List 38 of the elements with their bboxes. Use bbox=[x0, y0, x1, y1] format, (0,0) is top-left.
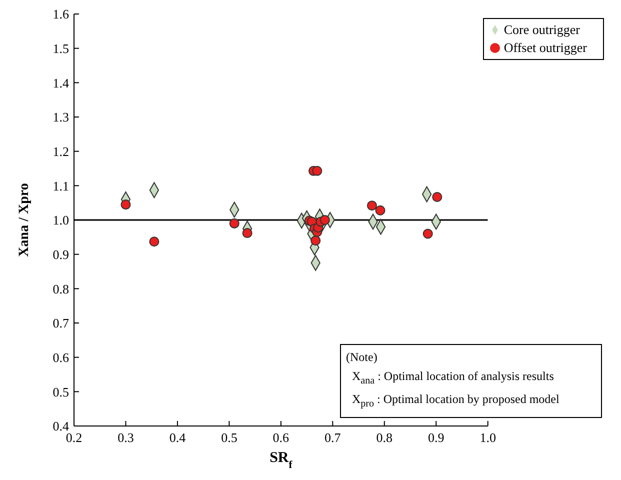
x-tick-label: 0.9 bbox=[428, 430, 444, 446]
point bbox=[366, 200, 377, 211]
x-tick-label: 1.0 bbox=[480, 430, 496, 446]
y-tick-label: 0.5 bbox=[52, 384, 69, 400]
y-tick-label: 1.0 bbox=[52, 212, 69, 228]
y-tick-label: 1.5 bbox=[52, 40, 69, 56]
point bbox=[432, 192, 442, 202]
y-tick-label: 1.2 bbox=[52, 144, 69, 159]
x-tick-label: 0.6 bbox=[272, 430, 290, 446]
y-tick-label: 1.3 bbox=[52, 110, 69, 125]
y-tick-label: 0.7 bbox=[52, 316, 70, 331]
y-tick-label: 0.8 bbox=[52, 281, 69, 296]
y-tick-label: 1.4 bbox=[52, 75, 70, 90]
annotation: X$_{ana}$ : Optimal location of analysis results bbox=[351, 368, 555, 388]
x-tick-label: 0.4 bbox=[169, 430, 186, 446]
x-tick-label: 0.5 bbox=[221, 430, 238, 446]
point bbox=[422, 228, 433, 239]
y-tick-label: 1.6 bbox=[52, 6, 70, 22]
point bbox=[242, 228, 252, 238]
x-tick-label: 0.3 bbox=[118, 430, 134, 446]
x-tick-label: 0.7 bbox=[324, 430, 342, 446]
point bbox=[375, 205, 386, 216]
annotation: (Note) bbox=[346, 349, 378, 366]
point bbox=[320, 214, 330, 226]
annotation: X$_{pro}$ : Optimal location by proposed model bbox=[351, 391, 560, 412]
y-axis-title: Xana / Xpro bbox=[17, 183, 32, 257]
legend-label: Offset outrigger bbox=[504, 40, 587, 55]
legend-label: Core outrigger bbox=[504, 22, 580, 37]
point bbox=[120, 200, 131, 210]
point bbox=[149, 236, 160, 247]
point bbox=[310, 236, 321, 246]
point bbox=[312, 166, 322, 176]
y-tick-label: 1.1 bbox=[52, 178, 69, 194]
x-tick-label: 0.8 bbox=[376, 430, 393, 446]
y-tick-label: 0.9 bbox=[52, 246, 69, 262]
point bbox=[229, 218, 240, 228]
y-tick-label: 0.6 bbox=[52, 350, 70, 365]
x-axis-title: SR$_{f}$ bbox=[270, 450, 293, 470]
